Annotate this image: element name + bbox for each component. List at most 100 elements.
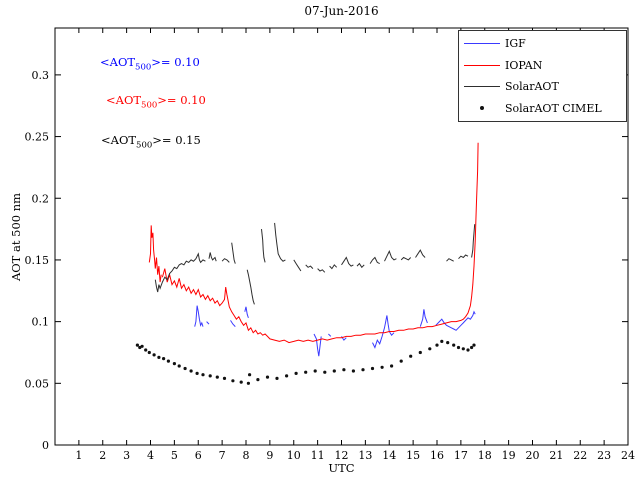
data-point-solaraot-cimel: [435, 343, 439, 347]
x-tick-label: 12: [335, 449, 349, 462]
legend-label: IOPAN: [505, 58, 543, 72]
x-tick-label: 4: [147, 449, 154, 462]
data-point-solaraot-cimel: [452, 343, 456, 347]
y-tick-label: 0: [42, 439, 49, 452]
series-line-solaraot: [305, 264, 314, 269]
y-tick-label: 0.15: [25, 254, 50, 267]
data-point-solaraot-cimel: [409, 354, 413, 358]
series-line-solaraot: [208, 252, 217, 262]
legend-item-igf: IGF: [459, 34, 626, 54]
legend-item-solaraot: SolarAOT: [459, 77, 626, 97]
data-point-solaraot-cimel: [201, 373, 205, 377]
data-point-solaraot-cimel: [470, 345, 474, 350]
series-line-solaraot: [400, 256, 412, 261]
data-point-solaraot-cimel: [472, 343, 476, 347]
series-line-igf: [372, 315, 395, 349]
x-tick-label: 8: [243, 449, 250, 462]
series-line-solaraot: [384, 250, 397, 262]
series-line-igf: [328, 333, 332, 337]
data-point-solaraot-cimel: [332, 369, 336, 373]
data-point-solaraot-cimel: [135, 343, 139, 347]
series-line-solaraot: [274, 222, 286, 262]
data-point-solaraot-cimel: [140, 344, 144, 348]
series-line-solaraot: [341, 256, 354, 267]
data-point-solaraot-cimel: [313, 369, 317, 373]
legend-label: SolarAOT: [505, 80, 559, 94]
x-tick-label: 14: [382, 449, 396, 462]
data-point-solaraot-cimel: [172, 362, 176, 366]
data-point-solaraot-cimel: [418, 350, 422, 355]
legend-label: IGF: [505, 37, 526, 51]
y-tick-label: 0.05: [25, 377, 50, 390]
series-line-solaraot: [246, 269, 255, 305]
data-point-solaraot-cimel: [342, 368, 346, 372]
data-point-solaraot-cimel: [428, 347, 432, 351]
data-point-solaraot-cimel: [215, 375, 219, 379]
y-tick-label: 0.1: [32, 316, 50, 329]
aot-mean-annotation: <AOT500>= 0.10: [100, 55, 200, 73]
x-axis-label: UTC: [328, 461, 355, 475]
x-tick-label: 16: [430, 449, 444, 462]
legend-label: SolarAOT CIMEL: [505, 101, 602, 115]
series-line-igf: [230, 320, 236, 327]
series-line-iopan: [161, 142, 479, 344]
line-marker-icon: [464, 64, 500, 66]
x-tick-label: 10: [287, 449, 301, 462]
x-tick-label: 9: [266, 449, 273, 462]
x-tick-label: 7: [219, 449, 226, 462]
series-line-solaraot: [261, 229, 266, 263]
data-point-solaraot-cimel: [231, 379, 235, 383]
data-point-solaraot-cimel: [390, 364, 394, 368]
legend-box: IGF IOPAN SolarAOT SolarAOT CIMEL: [458, 30, 627, 122]
legend-line-sample: [459, 43, 505, 45]
data-point-solaraot-cimel: [222, 376, 227, 380]
data-point-solaraot-cimel: [399, 359, 403, 363]
series-line-igf: [313, 333, 322, 357]
legend-item-iopan: IOPAN: [459, 55, 626, 75]
series-line-igf: [419, 309, 428, 327]
data-point-solaraot-cimel: [256, 378, 260, 382]
data-point-solaraot-cimel: [162, 357, 166, 361]
data-point-solaraot-cimel: [144, 348, 148, 352]
series-line-solaraot: [293, 259, 302, 272]
data-point-solaraot-cimel: [183, 366, 187, 371]
series-line-solaraot: [317, 268, 326, 273]
data-point-solaraot-cimel: [195, 371, 199, 375]
series-line-igf: [194, 305, 204, 327]
series-line-solaraot: [221, 258, 230, 263]
dot-marker-icon: [480, 106, 484, 111]
series-line-solaraot: [231, 242, 236, 264]
data-point-solaraot-cimel: [265, 375, 270, 379]
data-point-solaraot-cimel: [380, 365, 384, 369]
data-point-solaraot-cimel: [246, 381, 250, 385]
x-tick-label: 23: [597, 449, 611, 462]
data-point-solaraot-cimel: [370, 366, 375, 371]
data-point-solaraot-cimel: [456, 345, 461, 350]
series-line-solaraot: [446, 258, 454, 262]
x-tick-label: 3: [123, 449, 130, 462]
data-point-solaraot-cimel: [239, 380, 243, 384]
series-line-iopan: [148, 225, 162, 283]
data-point-solaraot-cimel: [177, 364, 181, 368]
data-point-solaraot-cimel: [440, 339, 444, 343]
line-marker-icon: [464, 43, 500, 45]
x-tick-label: 15: [406, 449, 420, 462]
data-point-solaraot-cimel: [285, 374, 289, 378]
data-point-solaraot-cimel: [351, 369, 355, 373]
x-tick-label: 19: [502, 449, 516, 462]
x-tick-label: 5: [171, 449, 178, 462]
legend-dot-sample: [459, 106, 505, 111]
series-line-solaraot: [356, 262, 365, 269]
aot-mean-annotation: <AOT500>= 0.10: [106, 93, 206, 111]
x-tick-label: 13: [358, 449, 372, 462]
x-tick-label: 21: [549, 449, 563, 462]
series-line-solaraot: [154, 252, 206, 293]
data-point-solaraot-cimel: [157, 355, 161, 359]
data-point-solaraot-cimel: [461, 347, 465, 351]
series-line-igf: [435, 310, 476, 331]
x-tick-label: 18: [478, 449, 492, 462]
y-tick-label: 0.3: [32, 69, 50, 82]
data-point-solaraot-cimel: [208, 374, 212, 378]
